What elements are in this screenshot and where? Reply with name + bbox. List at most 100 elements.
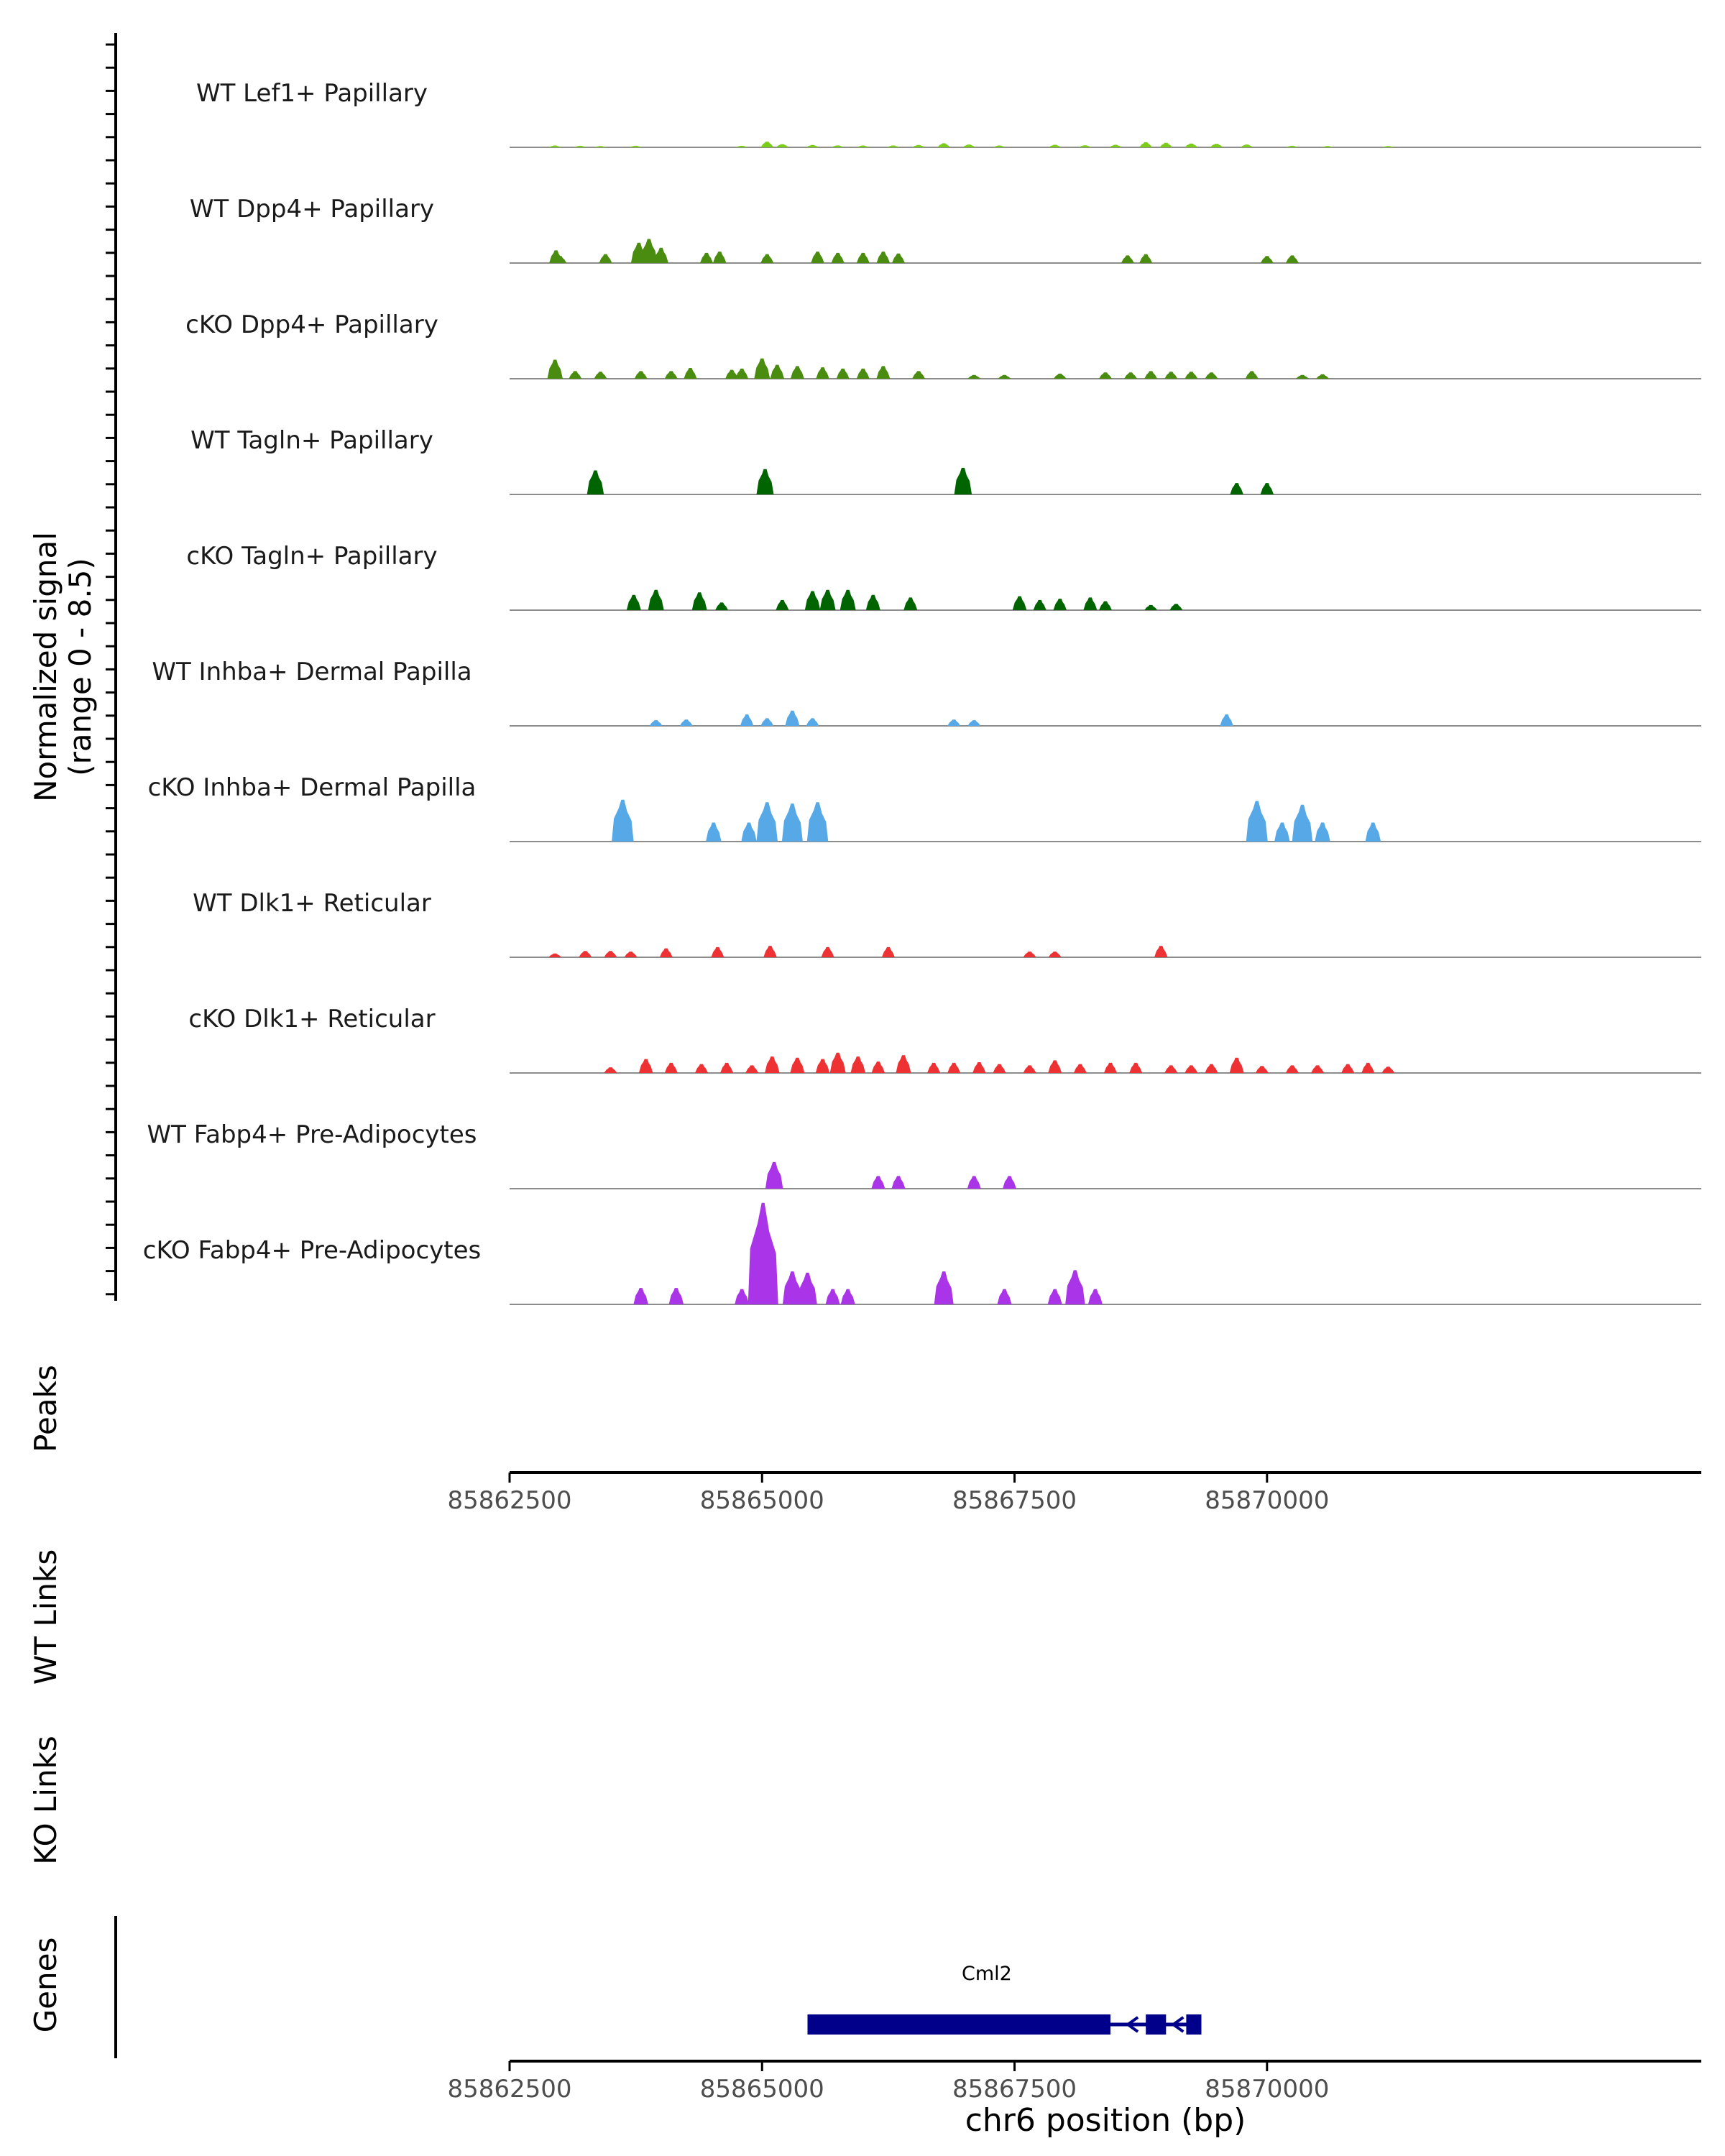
coverage-peak-cko-fabp4-pre-adipocytes-6 [825, 1289, 840, 1304]
track-wt-lef1-papillary: WT Lef1+ Papillary [196, 79, 1701, 148]
coverage-peak-cko-fabp4-pre-adipocytes-8 [934, 1271, 954, 1304]
track-cko-inhba-dermal-papilla: cKO Inhba+ Dermal Papilla [148, 773, 1701, 842]
coverage-peak-wt-dlk1-reticular-7 [821, 946, 834, 957]
coverage-peak-wt-lef1-papillary-11 [912, 144, 926, 147]
coverage-peak-wt-tagln-papillary-1 [756, 469, 774, 494]
coverage-peak-cko-dlk1-reticular-4 [720, 1062, 734, 1073]
coverage-peak-cko-dlk1-reticular-27 [1285, 1065, 1299, 1073]
coverage-peak-cko-dpp4-papillary-22 [1164, 372, 1178, 379]
coverage-peak-cko-dpp4-papillary-23 [1184, 372, 1198, 379]
coverage-peak-cko-dlk1-reticular-8 [815, 1059, 830, 1073]
coverage-peak-wt-lef1-papillary-5 [760, 142, 774, 147]
coverage-peak-cko-dlk1-reticular-10 [850, 1056, 865, 1073]
coverage-peak-cko-dlk1-reticular-29 [1341, 1064, 1355, 1073]
coverage-peak-cko-dlk1-reticular-5 [745, 1065, 759, 1073]
coverage-peak-cko-dpp4-papillary-1 [569, 371, 582, 379]
signal-axis-title: Normalized signal [28, 532, 63, 802]
coverage-peak-cko-dpp4-papillary-20 [1124, 372, 1138, 379]
position-axis-upper: 85862500 85865000 85867500 85870000 [447, 1471, 1701, 1515]
coverage-peak-cko-dpp4-papillary-16 [967, 374, 981, 379]
coverage-peak-wt-dlk1-reticular-1 [579, 951, 592, 957]
coverage-peak-cko-dpp4-papillary-3 [634, 371, 648, 379]
coverage-peak-cko-inhba-dermal-papilla-1 [706, 822, 722, 842]
coverage-peak-cko-dlk1-reticular-24 [1205, 1064, 1218, 1073]
coverage-peak-cko-tagln-papillary-13 [1083, 597, 1098, 610]
gene-exon-1 [1146, 2014, 1167, 2035]
coverage-peak-cko-fabp4-pre-adipocytes-2 [735, 1289, 750, 1304]
coverage-peak-wt-lef1-papillary-25 [1381, 146, 1395, 147]
coverage-peak-cko-dpp4-papillary-21 [1144, 371, 1158, 379]
coverage-peak-cko-dlk1-reticular-0 [604, 1067, 617, 1073]
coverage-peak-wt-lef1-papillary-24 [1321, 146, 1335, 147]
position-axis-upper-tick-label-1: 85865000 [700, 1486, 824, 1515]
gene-exon-0 [807, 2014, 1110, 2035]
coverage-peak-cko-dlk1-reticular-22 [1164, 1065, 1178, 1073]
coverage-peak-cko-dlk1-reticular-28 [1311, 1065, 1325, 1073]
coverage-peak-cko-tagln-papillary-5 [804, 591, 821, 610]
coverage-peak-wt-dpp4-papillary-11 [856, 252, 870, 263]
coverage-peak-cko-dpp4-papillary-8 [754, 358, 770, 379]
coverage-peak-wt-dpp4-papillary-17 [1285, 255, 1299, 263]
coverage-peak-wt-dpp4-papillary-13 [892, 253, 905, 263]
coverage-peak-cko-tagln-papillary-0 [626, 594, 641, 610]
coverage-peak-wt-inhba-dermal-papilla-2 [740, 714, 754, 726]
track-label-cko-dlk1-reticular: cKO Dlk1+ Reticular [188, 1005, 435, 1033]
coverage-peak-cko-dpp4-papillary-17 [998, 374, 1011, 379]
position-axis-upper-tick-label-0: 85862500 [447, 1486, 571, 1515]
coverage-peak-cko-dlk1-reticular-3 [695, 1064, 708, 1073]
track-label-cko-dpp4-papillary: cKO Dpp4+ Papillary [185, 310, 438, 339]
track-wt-tagln-papillary: WT Tagln+ Papillary [190, 426, 1701, 495]
coverage-peak-cko-tagln-papillary-3 [715, 602, 729, 610]
track-cko-tagln-papillary: cKO Tagln+ Papillary [186, 542, 1701, 611]
coverage-peak-cko-dlk1-reticular-1 [638, 1059, 653, 1073]
coverage-peak-wt-dpp4-papillary-4 [640, 239, 658, 263]
coverage-peak-wt-inhba-dermal-papilla-0 [649, 720, 663, 726]
position-axis-lower: 85862500 85865000 85867500 85870000 [447, 2060, 1701, 2104]
track-label-wt-tagln-papillary: WT Tagln+ Papillary [190, 426, 433, 455]
coverage-peak-cko-inhba-dermal-papilla-6 [1246, 801, 1268, 842]
coverage-peak-cko-tagln-papillary-10 [1012, 596, 1027, 610]
track-label-cko-fabp4-pre-adipocytes: cKO Fabp4+ Pre-Adipocytes [143, 1236, 482, 1265]
coverage-peak-cko-fabp4-pre-adipocytes-4 [782, 1271, 802, 1304]
coverage-peak-cko-inhba-dermal-papilla-5 [806, 802, 829, 842]
coverage-peak-cko-fabp4-pre-adipocytes-0 [633, 1288, 648, 1304]
coverage-peak-cko-inhba-dermal-papilla-0 [612, 799, 634, 842]
coverage-peak-wt-dpp4-papillary-8 [760, 254, 774, 263]
coverage-peak-wt-lef1-papillary-9 [856, 145, 870, 147]
coverage-peak-cko-dpp4-papillary-12 [836, 368, 850, 379]
signal-axis [106, 33, 117, 1301]
genes-panel-title: Genes [28, 1938, 63, 2033]
gene-strand-arrow-0 [1125, 2016, 1139, 2033]
position-axis-lower-tick-label-2: 85867500 [952, 2075, 1077, 2104]
coverage-peak-wt-lef1-papillary-10 [886, 145, 900, 147]
coverage-peak-wt-lef1-papillary-8 [831, 145, 845, 147]
coverage-peak-wt-dpp4-papillary-5 [653, 247, 668, 263]
coverage-peak-cko-tagln-papillary-9 [903, 597, 918, 610]
coverage-peak-wt-fabp4-pre-adipocytes-4 [1003, 1176, 1016, 1189]
coverage-peak-cko-dpp4-papillary-4 [664, 371, 678, 379]
coverage-peak-wt-dlk1-reticular-8 [881, 946, 895, 957]
coverage-peak-wt-inhba-dermal-papilla-7 [967, 720, 981, 726]
coverage-peak-cko-tagln-papillary-8 [865, 594, 880, 610]
coverage-peak-cko-inhba-dermal-papilla-2 [741, 822, 757, 842]
coverage-peak-cko-tagln-papillary-15 [1144, 604, 1158, 610]
coverage-peak-cko-fabp4-pre-adipocytes-12 [1087, 1289, 1103, 1304]
coverage-peak-cko-dlk1-reticular-11 [871, 1061, 886, 1073]
coverage-peak-wt-dlk1-reticular-0 [548, 953, 562, 957]
coverage-peak-wt-inhba-dermal-papilla-4 [785, 710, 800, 726]
gene-exon-2 [1186, 2014, 1202, 2035]
coverage-peak-cko-dpp4-papillary-7 [735, 368, 749, 379]
coverage-peak-cko-fabp4-pre-adipocytes-3 [748, 1202, 778, 1304]
coverage-peak-wt-lef1-papillary-19 [1159, 142, 1173, 147]
coverage-peak-cko-fabp4-pre-adipocytes-9 [997, 1289, 1012, 1304]
coverage-peak-cko-dpp4-papillary-11 [816, 367, 829, 379]
coverage-peak-cko-dpp4-papillary-0 [547, 359, 563, 379]
coverage-peak-cko-dlk1-reticular-13 [927, 1062, 941, 1073]
signal-axis-ticks [106, 43, 116, 1296]
track-wt-inhba-dermal-papilla: WT Inhba+ Dermal Papilla [152, 658, 1701, 727]
coverage-peak-cko-dpp4-papillary-15 [912, 371, 926, 379]
coverage-peak-cko-tagln-papillary-6 [819, 589, 836, 610]
ko-links-panel-title: KO Links [28, 1736, 63, 1865]
gene-strand-arrow-1 [1170, 2016, 1184, 2033]
track-cko-dlk1-reticular: cKO Dlk1+ Reticular [188, 1005, 1701, 1074]
